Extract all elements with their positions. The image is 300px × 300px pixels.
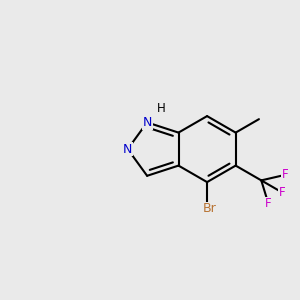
Text: F: F xyxy=(279,186,286,199)
Text: N: N xyxy=(142,116,152,129)
Text: F: F xyxy=(282,168,289,182)
Text: H: H xyxy=(157,102,166,115)
Text: N: N xyxy=(123,142,132,156)
Text: Br: Br xyxy=(203,202,217,215)
Text: F: F xyxy=(265,197,272,210)
